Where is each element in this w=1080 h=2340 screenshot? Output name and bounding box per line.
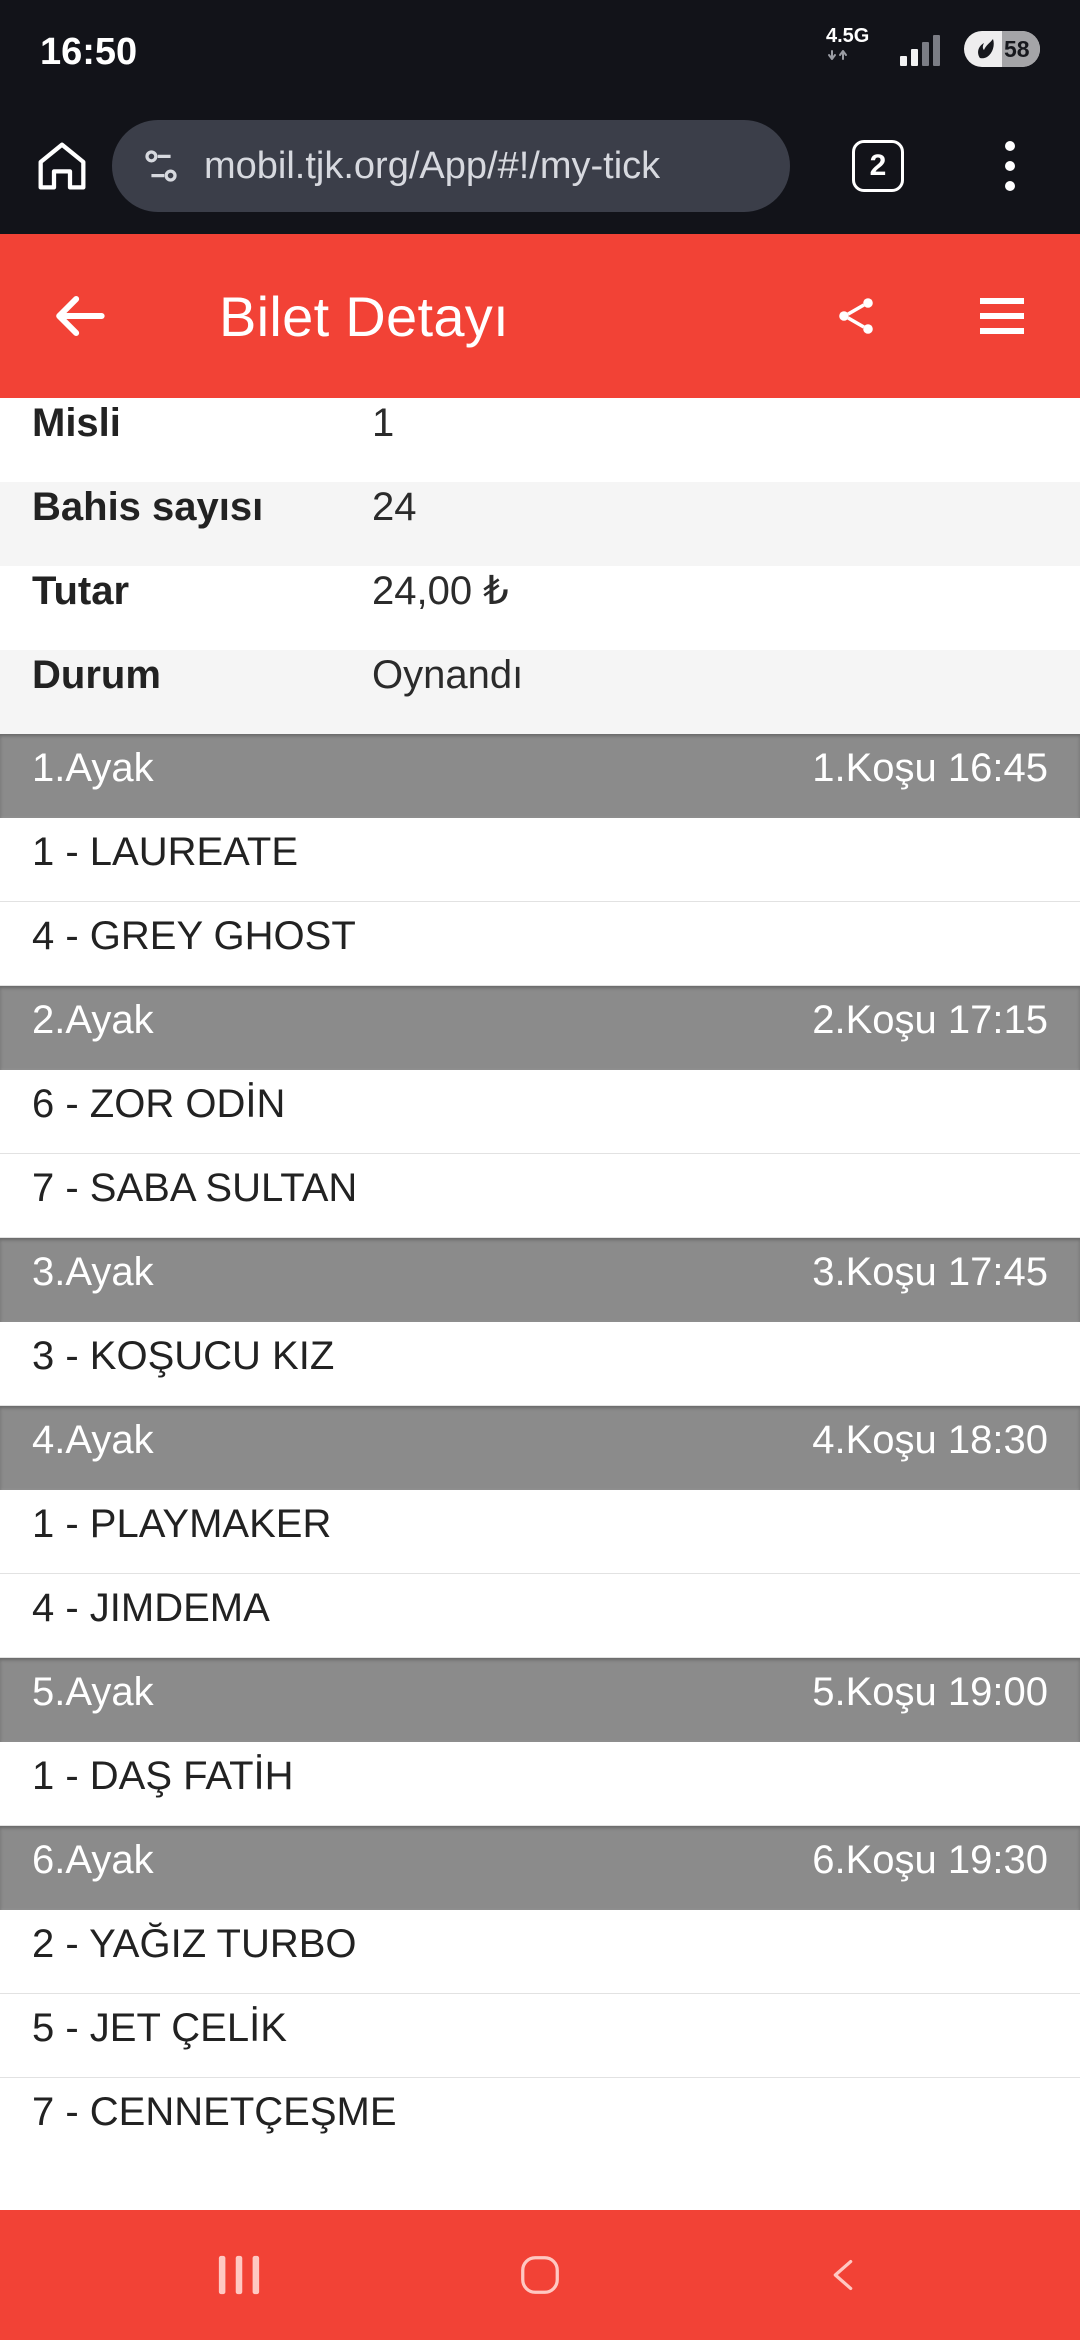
svg-text:58: 58	[1004, 36, 1030, 62]
